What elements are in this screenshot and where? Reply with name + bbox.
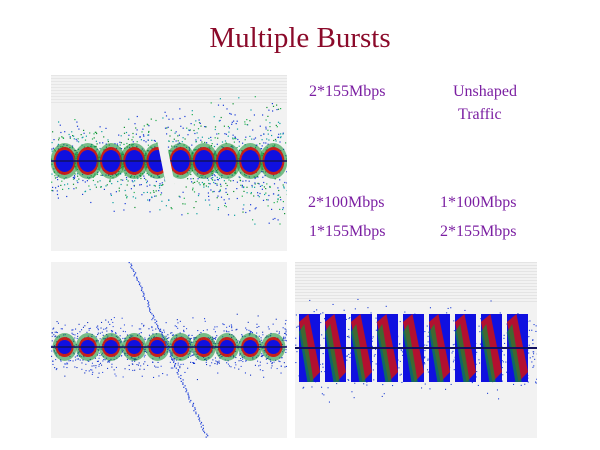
burst-plot-bottom-right [295,262,537,438]
burst-plot-canvas [51,262,287,438]
caption-top-right-line2: Traffic [458,106,502,123]
burst-plot-canvas [51,75,287,225]
burst-ellipses [51,333,287,361]
background-texture [295,262,537,302]
caption-bottom-left-line1: 2*100Mbps [308,194,385,211]
striped-bursts [295,314,537,382]
gap-wedge [154,125,177,195]
burst-ellipses [51,143,287,179]
burst-plot-bottom-left [51,262,287,438]
caption-top-left: 2*155Mbps [309,83,386,100]
caption-bottom-right-line1: 1*100Mbps [440,194,517,211]
caption-bottom-left-line2: 1*155Mbps [309,223,386,240]
slide-title: Multiple Bursts [209,22,391,54]
burst-plot-top-left [51,75,287,251]
background-texture [51,75,287,103]
diagonal-streak [128,262,209,438]
caption-bottom-right-line2: 2*155Mbps [440,223,517,240]
burst-plot-canvas [295,262,537,403]
caption-top-right-line1: Unshaped [453,83,517,100]
